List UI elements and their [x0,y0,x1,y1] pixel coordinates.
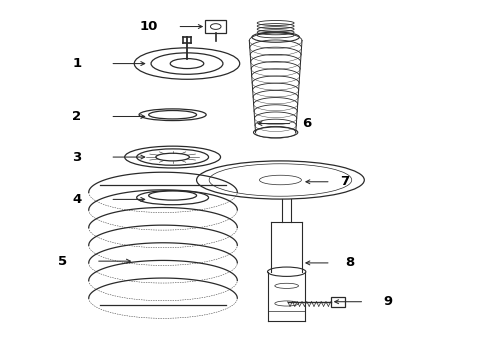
Text: 7: 7 [340,175,349,188]
Text: 10: 10 [139,20,158,33]
Text: 9: 9 [383,295,392,308]
Text: 3: 3 [72,150,81,163]
Text: 8: 8 [345,256,354,269]
Text: 4: 4 [72,193,81,206]
Text: 1: 1 [72,57,81,70]
Text: 2: 2 [72,110,81,123]
Text: 5: 5 [58,255,67,267]
Text: 6: 6 [302,117,311,130]
